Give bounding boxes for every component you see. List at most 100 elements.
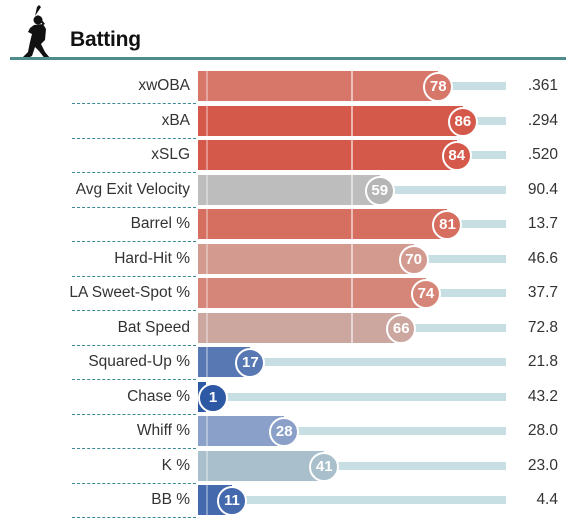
batter-silhouette-icon (23, 5, 50, 60)
stat-row: xwOBA 78 .361 (0, 71, 576, 105)
stat-row: xSLG 84 .520 (0, 140, 576, 174)
row-separator (72, 448, 196, 449)
stat-value: .294 (527, 112, 558, 129)
percentile-badge: 81 (432, 210, 463, 240)
row-separator (72, 276, 196, 277)
percentile-track (198, 427, 506, 435)
percentile-track (198, 358, 506, 366)
baseline-gridline (206, 209, 208, 239)
percentile-track (198, 393, 506, 401)
baseline-gridline (206, 244, 208, 274)
percentile-bar (198, 313, 402, 343)
stat-row: Chase % 1 43.2 (0, 382, 576, 416)
baseline-gridline (206, 451, 208, 481)
baseline-gridline (206, 106, 208, 136)
percentile-track (198, 496, 506, 504)
percentile-badge: 1 (198, 383, 228, 413)
row-separator (72, 103, 196, 104)
section-header: Batting (0, 0, 576, 62)
stat-value: .361 (527, 77, 558, 94)
stat-value: 28.0 (527, 422, 558, 439)
percentile-badge: 41 (309, 452, 340, 482)
stat-value: 21.8 (527, 353, 558, 370)
row-separator (72, 345, 196, 346)
stat-label: LA Sweet-Spot % (69, 284, 190, 301)
stat-row: BB % 11 4.4 (0, 485, 576, 519)
percentile-bar (198, 71, 439, 101)
stat-row: Barrel % 81 13.7 (0, 209, 576, 243)
stat-value: 43.2 (527, 388, 558, 405)
stat-label: Squared-Up % (88, 353, 190, 370)
percentile-badge: 74 (410, 279, 441, 309)
stat-row: Whiff % 28 28.0 (0, 416, 576, 450)
percentile-bar (198, 106, 463, 136)
stat-value: .520 (527, 146, 558, 163)
percentile-badge: 86 (447, 107, 478, 137)
row-separator (72, 483, 196, 484)
midpoint-gridline (351, 209, 353, 239)
stat-row: xBA 86 .294 (0, 106, 576, 140)
stat-label: xSLG (151, 146, 190, 163)
row-separator (72, 517, 196, 518)
stat-value: 37.7 (527, 284, 558, 301)
midpoint-gridline (351, 313, 353, 343)
stat-row: Hard-Hit % 70 46.6 (0, 244, 576, 278)
percentile-track (198, 462, 506, 470)
stat-value: 72.8 (527, 319, 558, 336)
row-separator (72, 172, 196, 173)
stat-label: xBA (161, 112, 190, 129)
percentile-badge: 84 (441, 141, 472, 171)
baseline-gridline (206, 347, 208, 377)
row-separator (72, 379, 196, 380)
percentile-bar (198, 451, 325, 481)
row-separator (72, 310, 196, 311)
percentile-badge: 66 (386, 314, 417, 344)
percentile-bar (198, 278, 426, 308)
baseline-gridline (206, 485, 208, 515)
baseline-gridline (206, 175, 208, 205)
percentile-bar (198, 244, 414, 274)
stat-label: K % (161, 457, 190, 474)
stat-label: Chase % (127, 388, 190, 405)
stat-row: Avg Exit Velocity 59 90.4 (0, 175, 576, 209)
stat-row: Bat Speed 66 72.8 (0, 313, 576, 347)
midpoint-gridline (351, 278, 353, 308)
stat-value: 13.7 (527, 215, 558, 232)
header-divider (10, 57, 566, 60)
baseline-gridline (206, 140, 208, 170)
stat-value: 4.4 (536, 491, 558, 508)
section-title: Batting (70, 28, 141, 51)
row-separator (72, 138, 196, 139)
stat-value: 23.0 (527, 457, 558, 474)
baseline-gridline (206, 71, 208, 101)
percentile-badge: 59 (364, 176, 395, 206)
percentile-badge: 17 (235, 348, 266, 378)
stat-label: Bat Speed (117, 319, 190, 336)
stat-label: Barrel % (130, 215, 190, 232)
stat-value: 46.6 (527, 250, 558, 267)
row-separator (72, 414, 196, 415)
row-separator (72, 207, 196, 208)
percentile-bar (198, 175, 380, 205)
percentile-bar (198, 140, 457, 170)
percentile-badge: 78 (423, 72, 454, 102)
baseline-gridline (206, 416, 208, 446)
percentile-badge: 70 (398, 245, 429, 275)
midpoint-gridline (351, 140, 353, 170)
row-separator (72, 241, 196, 242)
stat-label: Avg Exit Velocity (75, 181, 190, 198)
stat-label: xwOBA (138, 77, 190, 94)
stat-label: Whiff % (136, 422, 190, 439)
percentile-bar (198, 209, 448, 239)
stat-row: LA Sweet-Spot % 74 37.7 (0, 278, 576, 312)
stat-label: Hard-Hit % (114, 250, 190, 267)
stat-value: 90.4 (527, 181, 558, 198)
baseline-gridline (206, 313, 208, 343)
percentile-badge: 11 (216, 486, 247, 516)
midpoint-gridline (351, 244, 353, 274)
baseline-gridline (206, 278, 208, 308)
percentile-badge: 28 (269, 417, 300, 447)
midpoint-gridline (351, 106, 353, 136)
midpoint-gridline (351, 71, 353, 101)
